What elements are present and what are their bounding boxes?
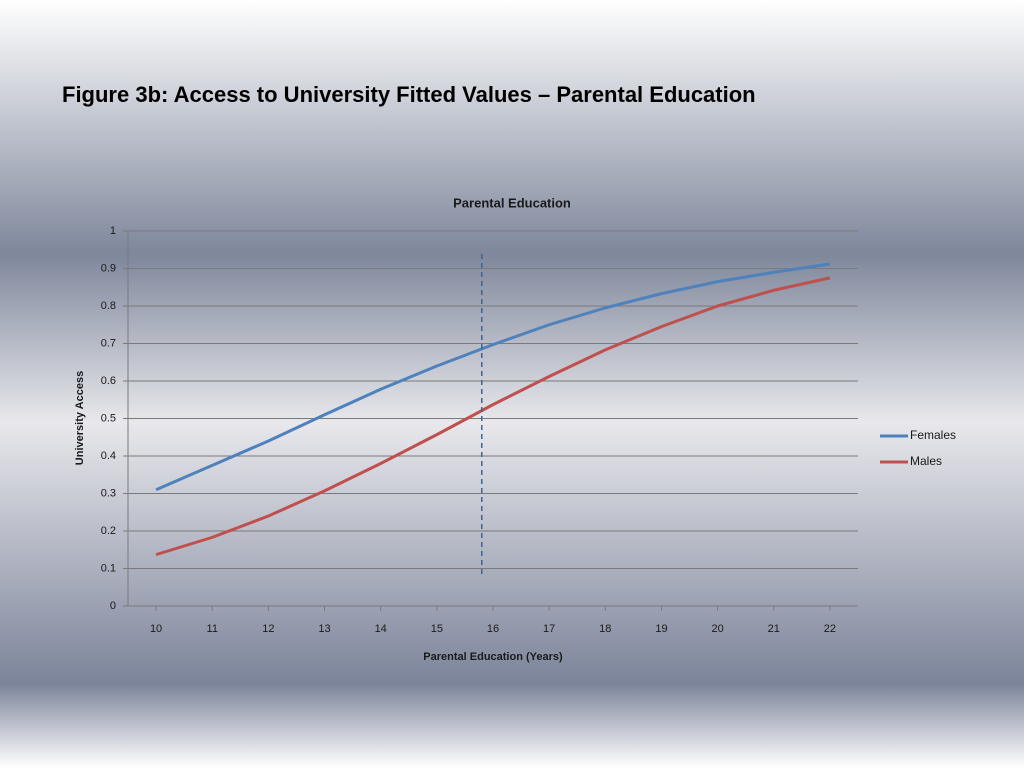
- y-tick-label: 0.3: [101, 487, 116, 499]
- y-tick-label: 0.8: [101, 300, 116, 312]
- x-tick-label: 20: [711, 623, 723, 635]
- y-tick-label: 0.6: [101, 375, 116, 387]
- y-tick-label: 0.5: [101, 412, 116, 424]
- x-tick-label: 10: [150, 623, 162, 635]
- y-tick-label: 0.7: [101, 337, 116, 349]
- y-tick-label: 0.1: [101, 562, 116, 574]
- x-tick-label: 18: [599, 623, 611, 635]
- x-tick-label: 21: [768, 623, 780, 635]
- x-tick-label: 11: [207, 623, 218, 635]
- x-tick-label: 17: [543, 623, 555, 635]
- x-tick-label: 14: [375, 623, 387, 635]
- line: [155, 276, 831, 557]
- slide-title: Figure 3b: Access to University Fitted V…: [62, 82, 756, 107]
- x-tick-label: 19: [655, 623, 667, 635]
- x-tick-label: 16: [487, 623, 499, 635]
- x-tick-label: 22: [824, 623, 836, 635]
- line: [155, 262, 831, 492]
- legend-label: Males: [910, 454, 942, 468]
- y-tick-label: 0.4: [101, 450, 116, 462]
- y-tick-label: 0: [110, 600, 116, 612]
- chart-title: Parental Education: [453, 195, 571, 210]
- x-tick-label: 12: [262, 623, 274, 635]
- legend-label: Females: [910, 428, 956, 442]
- y-tick-label: 0.2: [101, 525, 116, 537]
- x-axis-label: Parental Education (Years): [423, 651, 563, 663]
- y-axis-label: University Access: [74, 371, 86, 465]
- x-tick-label: 15: [431, 623, 443, 635]
- x-tick-label: 13: [318, 623, 330, 635]
- y-tick-label: 0.9: [101, 262, 116, 274]
- y-tick-label: 1: [110, 225, 116, 237]
